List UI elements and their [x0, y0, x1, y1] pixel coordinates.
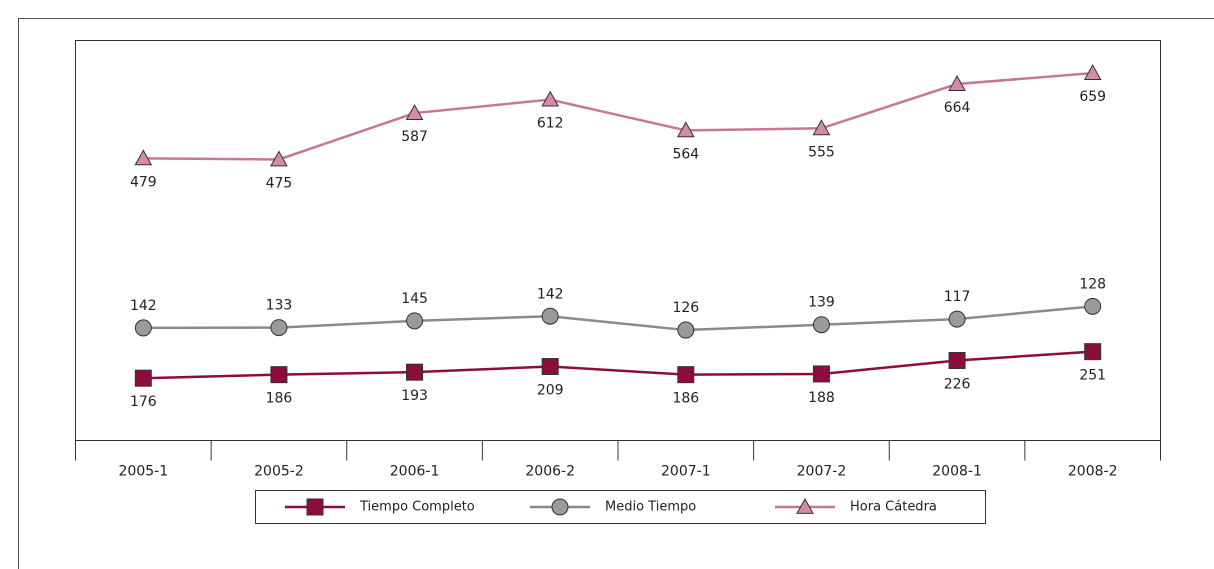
marker-triangle	[134, 149, 153, 166]
marker-circle	[541, 307, 559, 325]
series-line	[143, 350, 1093, 380]
x-tick-label: 2005-1	[119, 464, 169, 480]
data-label: 209	[537, 383, 564, 399]
data-label: 176	[130, 394, 157, 410]
marker-square	[134, 369, 152, 387]
marker-circle	[551, 498, 569, 516]
legend-label: Tiempo Completo	[359, 500, 475, 515]
legend-label: Medio Tiempo	[605, 500, 696, 515]
legend-label: Hora Cátedra	[850, 500, 937, 515]
marker-triangle	[948, 75, 966, 91]
marker-square	[812, 365, 830, 383]
marker-square	[541, 358, 559, 376]
data-label: 188	[808, 390, 835, 406]
data-label: 142	[537, 286, 564, 302]
data-label: 226	[944, 377, 971, 393]
marker-circle	[134, 319, 152, 337]
data-label: 555	[808, 144, 835, 160]
data-label: 251	[1079, 368, 1106, 384]
marker-triangle	[812, 119, 831, 136]
marker-triangle	[405, 104, 424, 120]
data-label: 659	[1079, 89, 1106, 105]
x-tick-label: 2007-2	[797, 464, 847, 480]
marker-square	[1084, 343, 1102, 361]
marker-triangle	[541, 90, 560, 107]
data-label: 186	[266, 391, 293, 407]
marker-square	[306, 498, 324, 516]
marker-square	[406, 363, 424, 381]
data-label: 612	[537, 116, 564, 132]
data-label: 145	[401, 291, 428, 307]
data-label: 587	[401, 129, 428, 145]
plot-area	[75, 40, 1161, 441]
marker-square	[677, 366, 695, 384]
marker-triangle	[270, 150, 288, 167]
x-tick-label: 2008-2	[1068, 464, 1118, 480]
marker-triangle	[676, 121, 695, 138]
x-tick-label: 2006-1	[390, 464, 440, 480]
data-label: 142	[130, 298, 157, 314]
data-label: 186	[672, 391, 699, 407]
marker-circle	[406, 312, 424, 330]
x-tick-label: 2006-2	[525, 464, 575, 480]
x-tick-label: 2007-1	[661, 464, 711, 480]
data-label: 117	[944, 289, 971, 305]
data-label: 126	[672, 300, 699, 316]
marker-triangle	[1083, 64, 1102, 80]
data-label: 128	[1079, 276, 1106, 292]
marker-triangle	[796, 497, 814, 514]
data-label: 139	[808, 295, 835, 311]
data-label: 133	[266, 298, 293, 314]
marker-circle	[812, 316, 830, 334]
marker-square	[948, 352, 966, 369]
data-label: 664	[944, 100, 971, 116]
series-line	[143, 71, 1093, 161]
marker-circle	[270, 319, 288, 337]
frame	[18, 18, 1214, 569]
series-line	[143, 305, 1093, 332]
marker-circle	[1084, 297, 1102, 315]
x-tick-label: 2008-1	[932, 464, 982, 480]
data-label: 475	[266, 175, 293, 191]
data-label: 564	[672, 146, 699, 162]
x-tick-label: 2005-2	[254, 464, 304, 480]
marker-square	[270, 366, 288, 384]
legend	[255, 490, 986, 524]
marker-circle	[948, 310, 966, 328]
data-label: 193	[401, 388, 428, 404]
marker-circle	[677, 321, 695, 339]
data-label: 479	[130, 174, 157, 190]
